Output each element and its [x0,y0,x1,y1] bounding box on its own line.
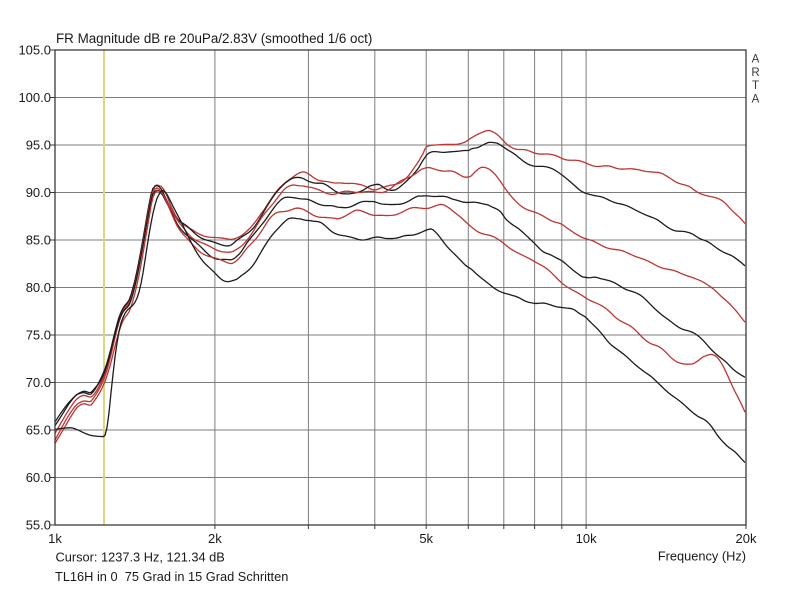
svg-text:T: T [752,80,759,92]
svg-text:FR Magnitude dB re 20uPa/2.83V: FR Magnitude dB re 20uPa/2.83V (smoothed… [56,31,372,46]
svg-text:A: A [752,93,760,105]
svg-text:90.0: 90.0 [26,185,51,200]
svg-text:100.0: 100.0 [18,90,51,105]
svg-text:Frequency (Hz): Frequency (Hz) [658,549,746,564]
svg-text:TL16H in 0 75 Grad in 15 Grad: TL16H in 0 75 Grad in 15 Grad Schritten [55,569,288,584]
svg-text:95.0: 95.0 [26,138,51,153]
svg-text:75.0: 75.0 [26,328,51,343]
svg-text:1k: 1k [48,531,62,546]
svg-text:Cursor: 1237.3 Hz, 121.34 dB: Cursor: 1237.3 Hz, 121.34 dB [56,550,225,565]
svg-text:5k: 5k [419,531,433,546]
svg-text:55.0: 55.0 [26,518,51,533]
svg-text:A: A [752,54,760,66]
svg-text:70.0: 70.0 [26,375,51,390]
svg-text:60.0: 60.0 [26,470,51,485]
svg-text:2k: 2k [208,531,222,546]
svg-text:R: R [751,67,759,79]
svg-text:20k: 20k [736,531,757,546]
svg-text:10k: 10k [576,531,597,546]
svg-text:65.0: 65.0 [26,423,51,438]
svg-text:105.0: 105.0 [18,43,51,58]
svg-text:80.0: 80.0 [26,280,51,295]
svg-text:85.0: 85.0 [26,233,51,248]
